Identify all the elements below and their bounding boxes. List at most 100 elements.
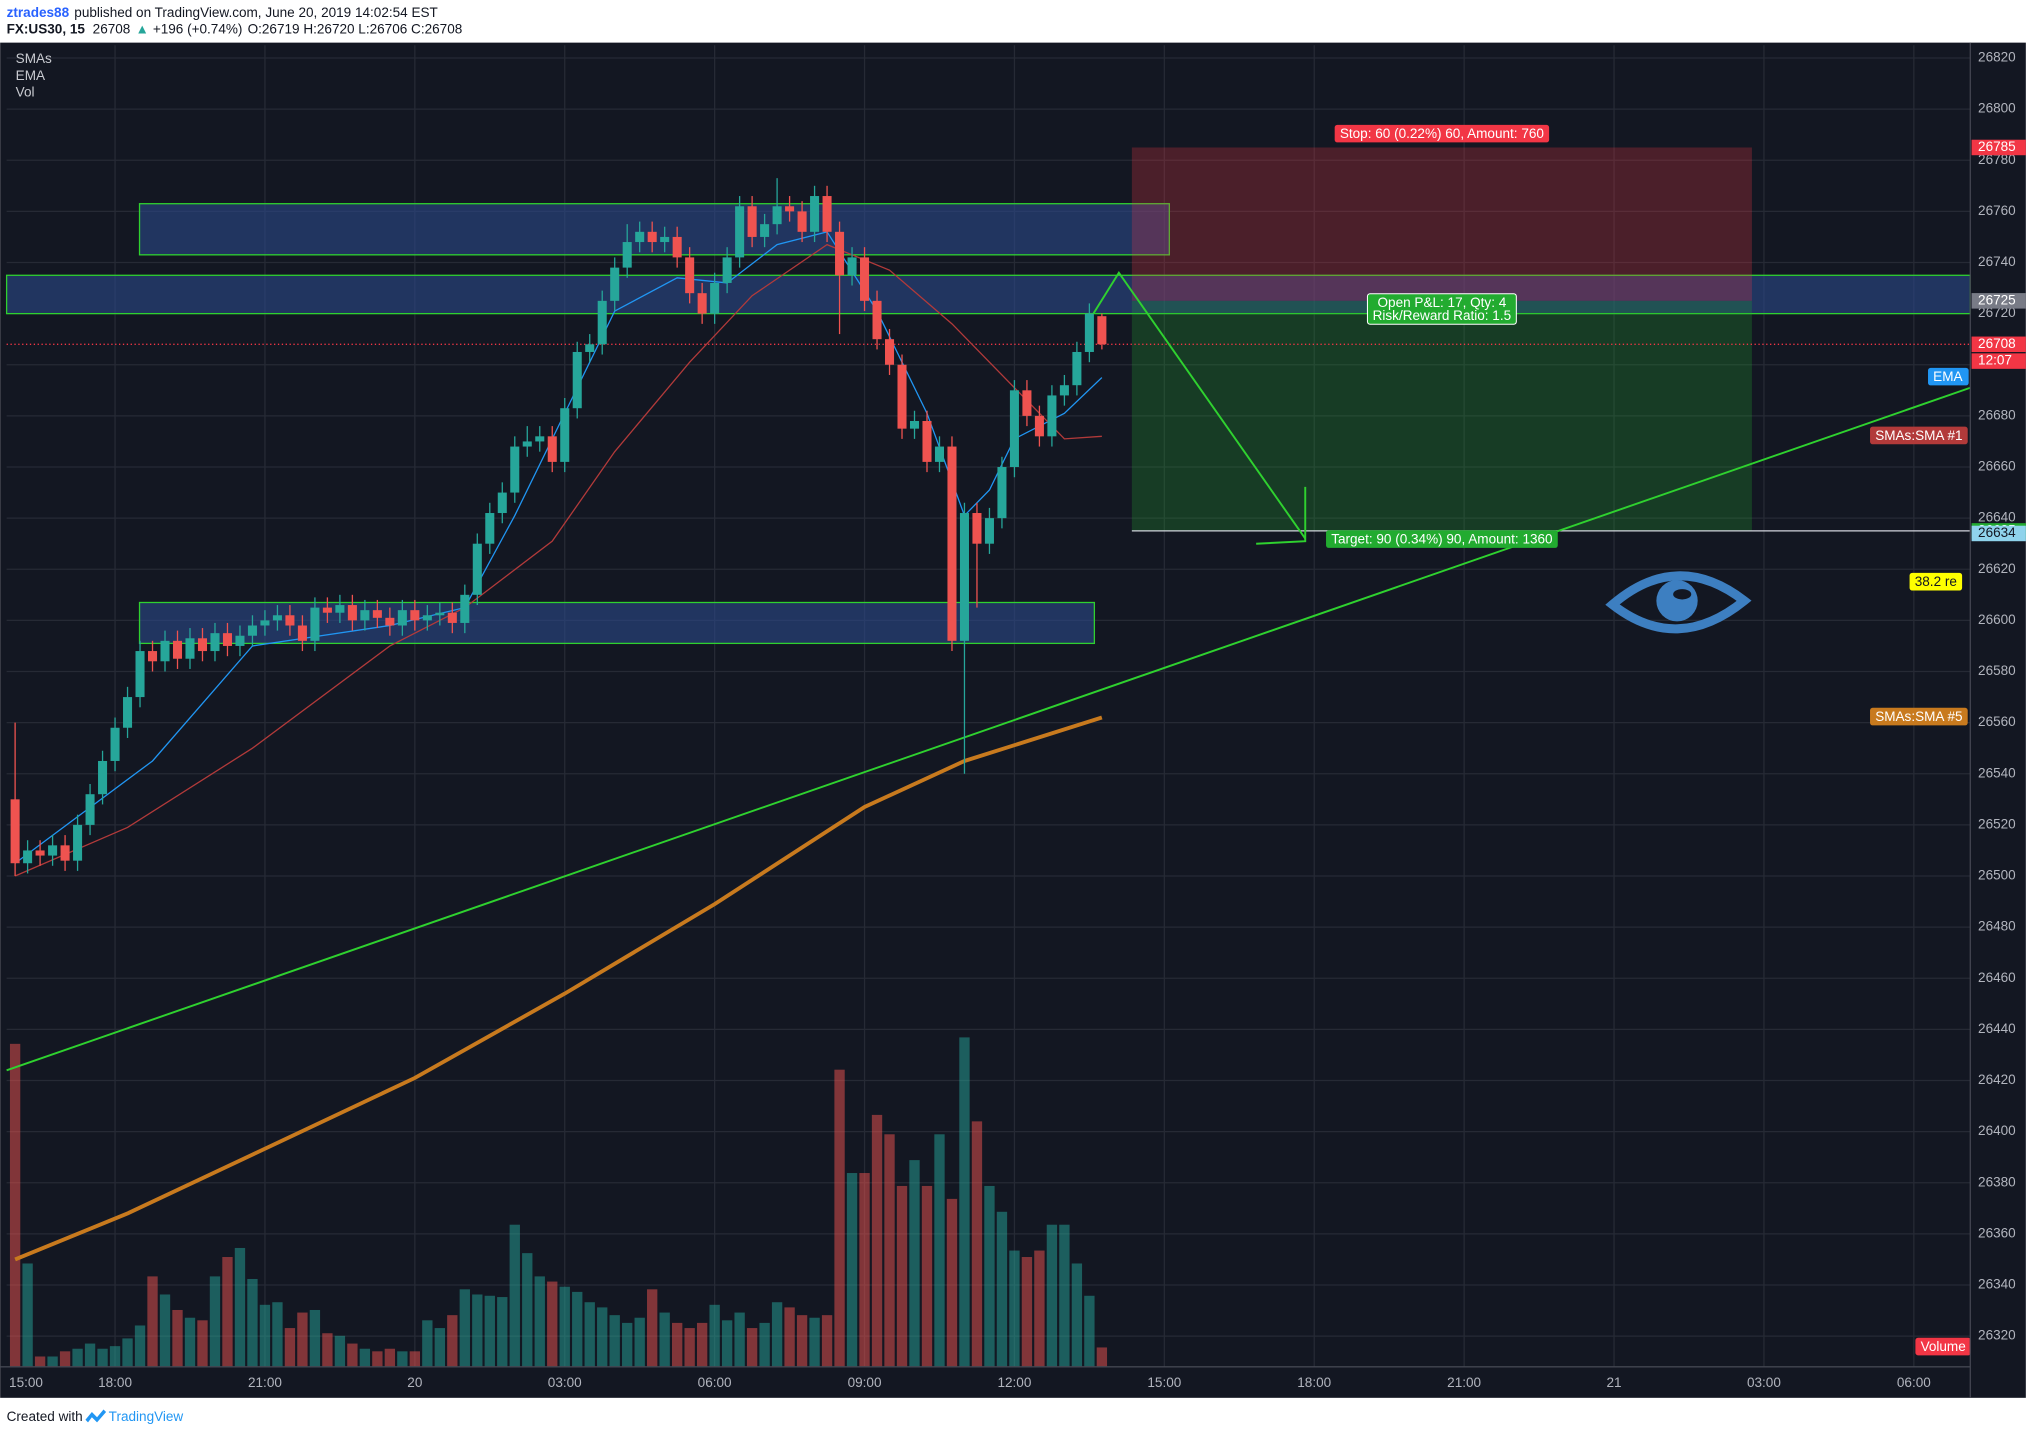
volume-bar	[472, 1294, 483, 1367]
volume-bar	[859, 1173, 870, 1367]
volume-bar	[509, 1224, 520, 1367]
candle-body	[360, 610, 370, 621]
eye-outline	[1605, 571, 1752, 634]
candle-body	[685, 257, 695, 294]
tradingview-logo	[85, 1409, 107, 1423]
candle-body	[397, 610, 407, 626]
target-label-text: Target: 90 (0.34%) 90, Amount: 1360	[1331, 532, 1552, 547]
eye-icon	[1605, 571, 1752, 634]
candle-body	[1034, 415, 1044, 437]
volume-bar	[809, 1317, 820, 1367]
ma-badge-text: SMAs:SMA #1	[1875, 428, 1962, 443]
plot-layer: SMAs EMA Vol Volume Stop: 60 (0.22%) 60, Amo…	[5, 51, 2026, 1367]
candle-body	[135, 651, 145, 698]
volume-bar	[522, 1253, 533, 1367]
candle-body	[485, 513, 495, 544]
y-tick-label: 26400	[1978, 1123, 2016, 1138]
candle-body	[460, 594, 470, 623]
y-tick-label: 26380	[1978, 1174, 2016, 1189]
candle-body	[272, 615, 282, 621]
candle-body	[285, 615, 295, 626]
trendline	[6, 386, 1971, 1072]
volume-bar	[721, 1320, 733, 1367]
volume-bar	[447, 1315, 458, 1367]
volume-bar	[534, 1276, 545, 1367]
author[interactable]: ztrades88	[7, 4, 70, 19]
volume-bar	[497, 1297, 508, 1367]
header-line-1: ztrades88 published on TradingView.com, J…	[7, 4, 438, 19]
y-tick-label: 26340	[1978, 1277, 2016, 1292]
volume-bar	[659, 1312, 670, 1367]
candle-body	[635, 231, 645, 243]
volume-bar	[422, 1320, 433, 1367]
volume-bar	[259, 1304, 271, 1367]
candle-body	[972, 513, 982, 544]
x-tick-label: 18:00	[98, 1375, 132, 1390]
candle-body	[385, 617, 395, 626]
volume-bar	[671, 1322, 683, 1367]
y-tick-label: 26440	[1978, 1021, 2016, 1036]
volume-bar	[234, 1247, 246, 1367]
candle-body	[772, 206, 782, 225]
y-tick-label: 26520	[1978, 816, 2016, 831]
symbol: FX:US30, 15	[7, 21, 86, 36]
volume-bar	[284, 1328, 296, 1367]
volume-bar	[97, 1348, 108, 1367]
volume-bar	[184, 1317, 196, 1367]
y-tick-label: 26320	[1978, 1328, 2016, 1343]
volume-bar	[746, 1328, 758, 1367]
candle-body	[785, 206, 795, 212]
candle-body	[760, 224, 770, 237]
y-tick-label: 26740	[1978, 254, 2016, 269]
ma-badge-bg	[1870, 707, 1968, 726]
price-badge: 26708	[1971, 336, 2026, 353]
candle-body	[260, 620, 270, 626]
candle-body	[497, 492, 507, 514]
volume-bar	[934, 1134, 945, 1367]
candle-body	[48, 845, 58, 856]
candle-body	[535, 436, 545, 442]
y-tick-label: 26600	[1978, 612, 2016, 627]
volume-bar	[134, 1325, 146, 1367]
candle-body	[710, 282, 720, 314]
projection-path	[1092, 270, 1307, 540]
x-tick-label: 12:00	[997, 1375, 1031, 1390]
footer-created: Created with	[7, 1409, 83, 1424]
candle-body	[410, 610, 420, 621]
candle-body	[1097, 316, 1107, 345]
x-tick-label: 03:00	[1747, 1375, 1781, 1390]
x-tick-label: 15:00	[1147, 1375, 1181, 1390]
target-label-bg	[1326, 530, 1558, 548]
ma-badge-text: SMAs:SMA #5	[1875, 709, 1962, 724]
candle-body	[1047, 395, 1057, 437]
x-tick-label: 09:00	[848, 1375, 882, 1390]
volume-bar	[372, 1351, 383, 1367]
candle-body	[1084, 313, 1094, 352]
volume-bar	[1096, 1347, 1108, 1367]
volume-bar	[871, 1114, 883, 1367]
candle-body	[372, 610, 382, 618]
volume-bar	[921, 1185, 933, 1367]
ohlc: O:26719 H:26720 L:26706 C:26708	[248, 21, 463, 36]
candle-body	[597, 300, 607, 345]
published: published on TradingView.com, June 20, 2…	[74, 4, 438, 19]
price-badge-text: 26725	[1978, 292, 2016, 307]
candle-body	[447, 612, 457, 623]
candle-body	[860, 257, 870, 301]
candle-body	[35, 850, 45, 856]
volume-bar	[1021, 1257, 1033, 1367]
volume-bar	[946, 1198, 958, 1367]
price-badge-text: 26785	[1978, 139, 2016, 154]
candle-body	[722, 257, 732, 283]
legend-entry: Vol	[16, 85, 35, 100]
y-tick-label: 26460	[1978, 970, 2016, 985]
volume-bar	[109, 1346, 121, 1367]
volume-bar	[884, 1134, 895, 1367]
volume-bar	[47, 1356, 58, 1367]
zone	[138, 203, 1170, 256]
footer-brand[interactable]: TradingView	[109, 1409, 184, 1424]
candle-body	[1009, 390, 1019, 468]
candle-body	[60, 845, 70, 861]
